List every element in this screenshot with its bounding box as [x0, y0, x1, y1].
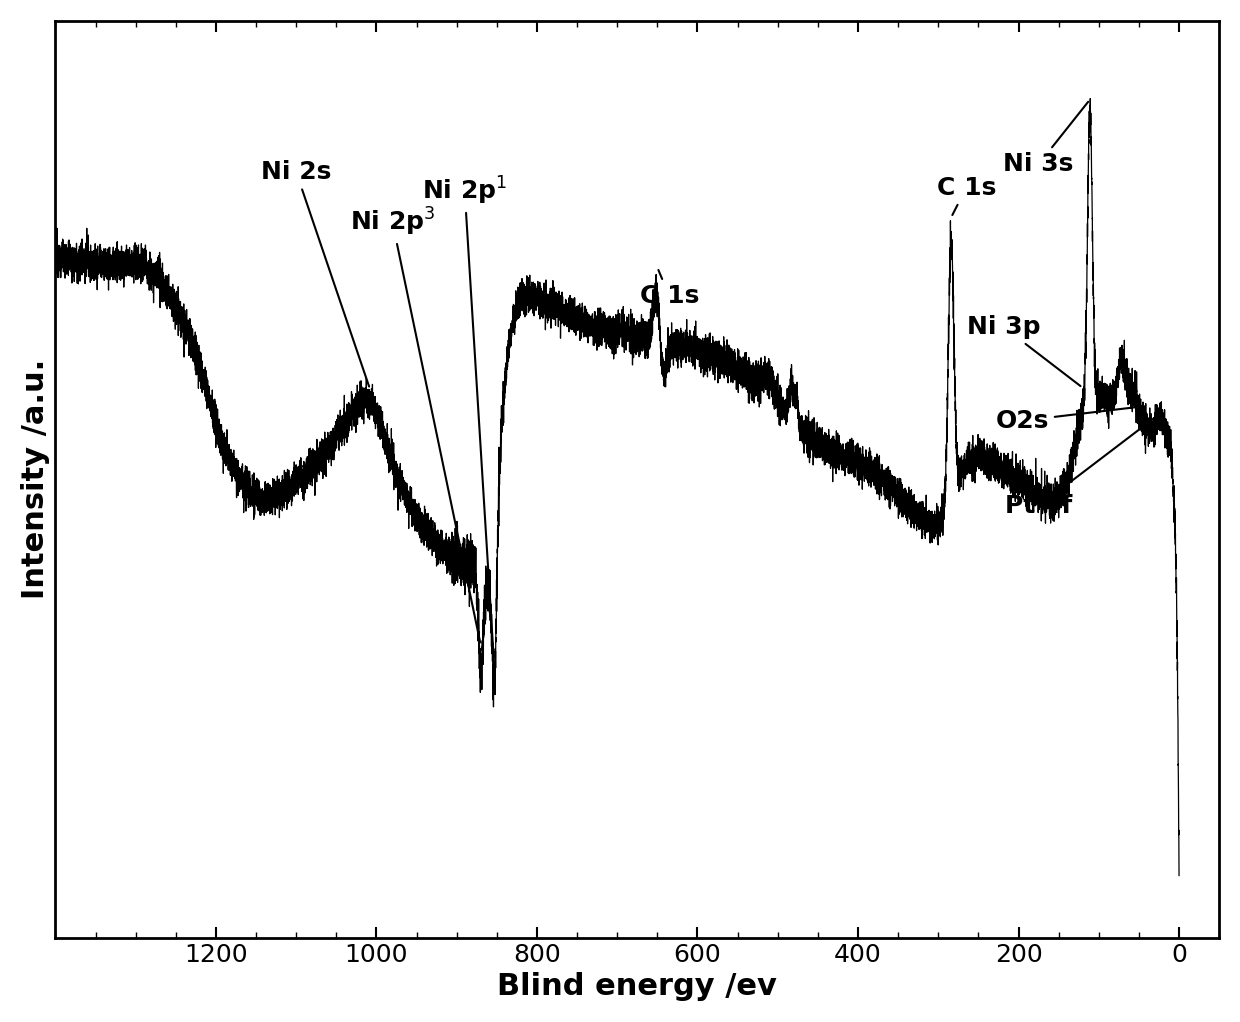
X-axis label: Blind energy /ev: Blind energy /ev — [497, 972, 777, 1002]
Text: Ni 2p$^1$: Ni 2p$^1$ — [422, 175, 507, 666]
Text: Ni 2p$^3$: Ni 2p$^3$ — [350, 206, 480, 643]
Text: Ni 3p: Ni 3p — [967, 316, 1080, 386]
Text: C 1s: C 1s — [936, 176, 996, 215]
Text: Ni 3s: Ni 3s — [1003, 102, 1089, 176]
Text: Ni 2s: Ni 2s — [260, 160, 370, 386]
Text: Pt 4f: Pt 4f — [1004, 413, 1161, 518]
Text: C 1s: C 1s — [640, 270, 699, 309]
Text: O2s: O2s — [996, 406, 1145, 432]
Y-axis label: Intensity /a.u.: Intensity /a.u. — [21, 359, 50, 600]
